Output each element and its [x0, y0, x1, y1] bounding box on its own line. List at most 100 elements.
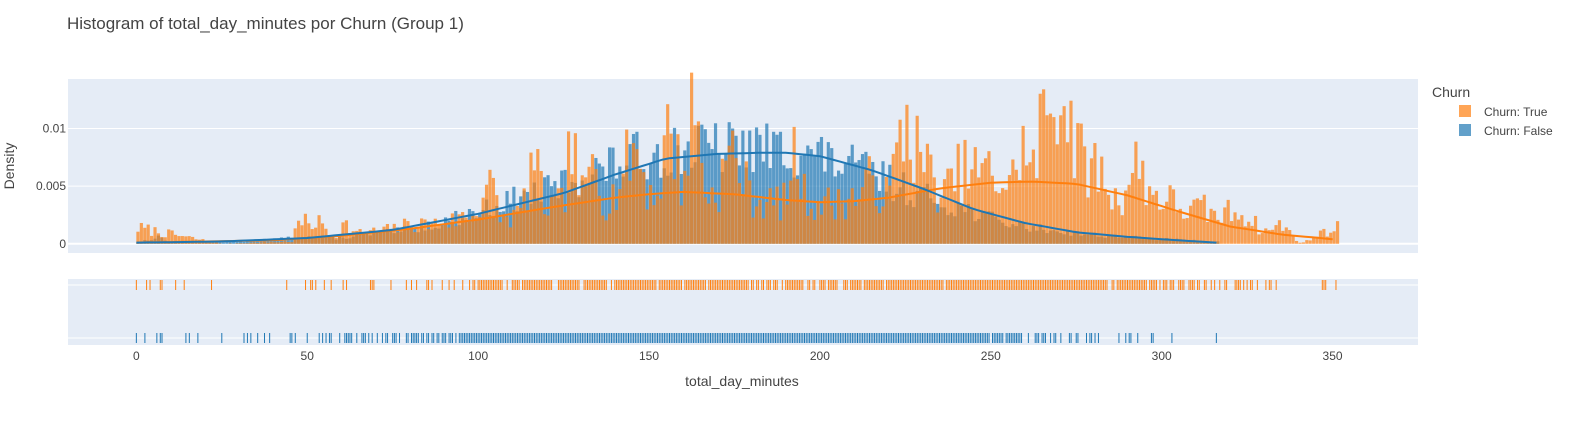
histogram-bar [239, 243, 242, 244]
histogram-bar [963, 140, 966, 244]
histogram-bar [762, 218, 765, 243]
histogram-bar [447, 227, 450, 243]
histogram-bar [536, 149, 539, 244]
histogram-bar [700, 163, 703, 244]
histogram-bar [950, 168, 953, 243]
histogram-bar [280, 242, 283, 244]
histogram-bar [1025, 165, 1028, 243]
histogram-bar [512, 210, 515, 244]
histogram-bar [297, 221, 300, 244]
histogram-bar [1251, 226, 1254, 244]
histogram-bar [1035, 178, 1038, 244]
histogram-bar [287, 242, 290, 244]
histogram-bar [960, 204, 963, 244]
legend-swatch-churn-true [1459, 105, 1471, 117]
histogram-bar [663, 135, 666, 243]
histogram-bar [567, 131, 570, 243]
histogram-bar [410, 229, 413, 243]
histogram-bar [382, 227, 385, 244]
histogram-bar [1295, 241, 1298, 244]
histogram-bar [687, 176, 690, 244]
histogram-bar [940, 198, 943, 244]
histogram-bar [1131, 173, 1134, 244]
histogram-bar [1271, 230, 1274, 244]
histogram-bar [1083, 146, 1086, 243]
histogram-bar [304, 214, 307, 244]
histogram-bar [1172, 189, 1175, 243]
histogram-bar [359, 229, 362, 244]
histogram-bar [341, 222, 344, 243]
histogram-bar [629, 181, 632, 244]
histogram-bar [389, 232, 392, 244]
histogram-bar [413, 232, 416, 244]
histogram-bar [810, 209, 813, 244]
histogram-bar [885, 177, 888, 244]
histogram-bar [215, 243, 218, 244]
histogram-bar [926, 144, 929, 244]
histogram-bar [1169, 185, 1172, 244]
histogram-bar [1261, 233, 1264, 244]
histogram-bar [143, 228, 146, 244]
histogram-bar [598, 196, 601, 244]
histogram-bar [441, 226, 444, 244]
histogram-bar [1302, 242, 1305, 243]
histogram-bar [509, 227, 512, 243]
histogram-bar [311, 229, 314, 244]
histogram-bar [1049, 114, 1052, 244]
histogram-bar [1042, 89, 1045, 243]
histogram-bar [437, 225, 440, 244]
histogram-bar [987, 151, 990, 244]
histogram-bar [680, 205, 683, 243]
histogram-bar [1227, 200, 1230, 244]
histogram-bar [478, 217, 481, 244]
histogram-bar [693, 125, 696, 244]
histogram-bar [714, 203, 717, 244]
histogram-bar [1134, 142, 1137, 244]
histogram-bar [659, 199, 662, 244]
histogram-bar [615, 210, 618, 244]
legend-title: Churn [1432, 84, 1470, 100]
histogram-bar [1127, 185, 1130, 244]
histogram-bar [707, 204, 710, 244]
histogram-bar [1141, 161, 1144, 244]
histogram-bar [1063, 106, 1066, 244]
histogram-bar [266, 243, 269, 244]
x-tick-label: 150 [639, 349, 659, 363]
histogram-bar [666, 104, 669, 244]
histogram-bar [263, 242, 266, 244]
histogram-bar [844, 219, 847, 243]
histogram-bar [338, 236, 341, 243]
histogram-bar [540, 171, 543, 244]
histogram-bar [772, 205, 775, 243]
histogram-bar [553, 196, 556, 244]
histogram-bar [256, 243, 259, 244]
histogram-bar [793, 127, 796, 244]
histogram-bar [840, 203, 843, 243]
histogram-bar [147, 225, 150, 244]
histogram-bar [1309, 240, 1312, 243]
histogram-bar [1288, 230, 1291, 244]
histogram-bar [1022, 126, 1025, 244]
histogram-bar [1032, 150, 1035, 244]
histogram-bar [1093, 143, 1096, 244]
histogram-bar [249, 243, 252, 244]
histogram-bar [417, 228, 420, 244]
histogram-bar [786, 205, 789, 244]
histogram-bar [488, 170, 491, 244]
histogram-bar [1213, 211, 1216, 244]
histogram-bar [495, 195, 498, 244]
histogram-bar [246, 243, 249, 244]
histogram-bar [550, 196, 553, 244]
histogram-bar [1189, 206, 1192, 244]
histogram-bar [1278, 220, 1281, 244]
histogram-bar [1199, 200, 1202, 244]
histogram-bar [393, 224, 396, 244]
histogram-bar [632, 143, 635, 244]
histogram-bar [499, 222, 502, 244]
histogram-bar [444, 225, 447, 244]
histogram-bar [529, 153, 532, 244]
histogram-bar [823, 196, 826, 243]
histogram-bar [1121, 215, 1124, 244]
histogram-bar [406, 221, 409, 244]
histogram-bar [300, 225, 303, 243]
